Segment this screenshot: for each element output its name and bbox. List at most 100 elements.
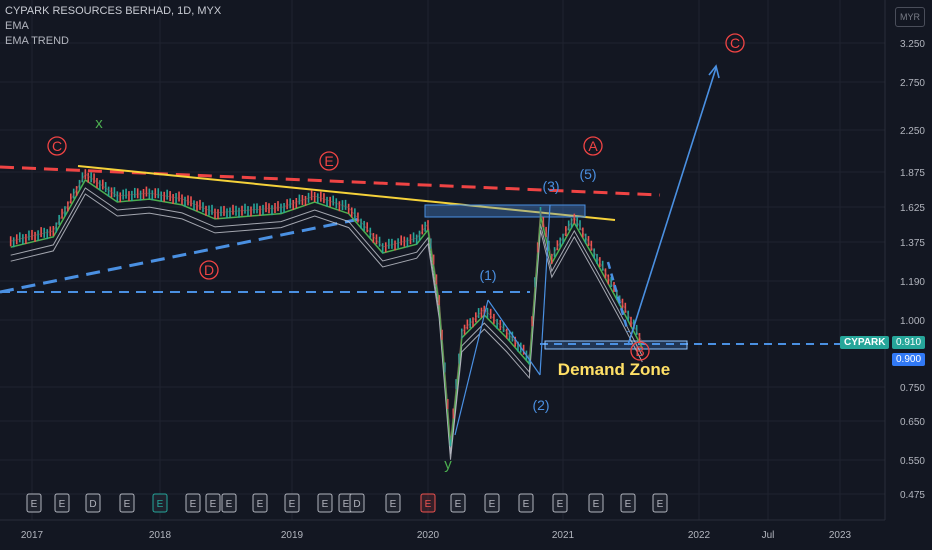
wave-label-circle (630, 341, 650, 361)
wave-label-circle (319, 151, 339, 171)
ema-trend-upper (10, 187, 643, 454)
price-tick-label: 0.550 (900, 456, 925, 467)
event-marker-label: E (455, 499, 462, 510)
price-tick-label: 2.750 (900, 78, 925, 89)
price-tick-label: 1.375 (900, 238, 925, 249)
price-tick-label: 1.000 (900, 316, 925, 327)
event-marker[interactable] (620, 493, 636, 513)
price-tick-label: 1.190 (900, 277, 925, 288)
event-marker[interactable] (450, 493, 466, 513)
wave-label-circle (725, 33, 745, 53)
resistance-zone[interactable] (424, 204, 586, 218)
event-marker[interactable] (252, 493, 268, 513)
event-marker-label: E (425, 499, 432, 510)
event-marker[interactable] (185, 493, 201, 513)
event-marker[interactable] (518, 493, 534, 513)
event-marker[interactable] (652, 493, 668, 513)
time-tick-label: 2020 (417, 530, 440, 541)
event-marker[interactable] (588, 493, 604, 513)
wave-line-3 (539, 204, 551, 376)
wave-text-label[interactable]: (1) (479, 267, 496, 283)
chart-legend: CYPARK RESOURCES BERHAD, 1D, MYX EMA EMA… (5, 4, 221, 49)
event-marker[interactable] (221, 493, 237, 513)
event-marker[interactable] (317, 493, 333, 513)
wave-text-label[interactable]: y (444, 456, 452, 473)
event-marker-label: E (523, 499, 530, 510)
event-marker-label: E (210, 499, 217, 510)
event-marker[interactable] (552, 493, 568, 513)
event-marker-label: E (226, 499, 233, 510)
wave-label-circle (583, 136, 603, 156)
wave-label-circle (199, 260, 219, 280)
event-marker[interactable] (152, 493, 168, 513)
wave-text-label[interactable]: (5) (579, 166, 596, 182)
event-marker-label: E (124, 499, 131, 510)
price-tick-label: 3.250 (900, 39, 925, 50)
wave-label-c[interactable]: C (52, 138, 62, 154)
event-marker-label: E (343, 499, 350, 510)
wave-label-b[interactable]: B (635, 343, 644, 359)
event-marker[interactable] (205, 493, 221, 513)
time-tick-label: 2023 (829, 530, 852, 541)
symbol-title: CYPARK RESOURCES BERHAD, 1D, MYX (5, 5, 222, 17)
wave-line-2 (487, 299, 541, 376)
yellow-trendline[interactable] (77, 165, 616, 221)
event-marker[interactable] (26, 493, 42, 513)
indicator-ema-trend[interactable]: EMA TREND (5, 35, 69, 47)
time-tick-label: 2021 (552, 530, 575, 541)
wave-label-d[interactable]: D (204, 262, 214, 278)
event-marker-label: E (557, 499, 564, 510)
symbol-price-tag: CYPARK (840, 336, 890, 349)
price-tick-label: 1.875 (900, 168, 925, 179)
wave-label-c[interactable]: C (730, 35, 740, 51)
last-price-tag: 0.910 (892, 336, 926, 349)
event-marker[interactable] (284, 493, 300, 513)
second-price-tag: 0.900 (892, 353, 926, 366)
event-marker[interactable] (385, 493, 401, 513)
ema-line (10, 178, 643, 446)
time-tick-label: Jul (762, 530, 775, 541)
event-marker[interactable] (349, 493, 365, 513)
wave-text-label[interactable]: (3) (542, 178, 559, 194)
price-tick-label: 0.475 (900, 490, 925, 501)
wave-label-a[interactable]: A (588, 138, 598, 154)
ema-trend-lower (10, 193, 643, 460)
red-dashed-trendline[interactable] (0, 165, 661, 197)
event-marker-label: E (593, 499, 600, 510)
wave-label-e[interactable]: E (324, 153, 333, 169)
price-tick-label: 0.750 (900, 383, 925, 394)
event-marker-label: E (390, 499, 397, 510)
event-marker-label: E (489, 499, 496, 510)
time-tick-label: 2019 (281, 530, 304, 541)
event-marker-label: E (59, 499, 66, 510)
event-marker-label: E (289, 499, 296, 510)
currency-button[interactable]: MYR (895, 7, 925, 27)
wave-text-label[interactable]: x (95, 115, 103, 132)
time-tick-label: 2022 (688, 530, 711, 541)
demand-zone-box[interactable] (544, 340, 688, 350)
time-tick-label: 2017 (21, 530, 44, 541)
event-marker-label: E (157, 499, 164, 510)
demand-zone-label[interactable]: Demand Zone (558, 360, 670, 379)
indicator-ema[interactable]: EMA (5, 20, 29, 32)
event-marker-label: E (190, 499, 197, 510)
blue-dashed-support-line[interactable] (0, 216, 366, 294)
price-tick-label: 0.650 (900, 417, 925, 428)
event-marker-label: E (657, 499, 664, 510)
wave-line-1 (454, 299, 489, 436)
event-marker-label: D (353, 499, 360, 510)
event-marker[interactable] (119, 493, 135, 513)
event-marker-label: E (257, 499, 264, 510)
event-marker[interactable] (85, 493, 101, 513)
event-marker[interactable] (54, 493, 70, 513)
event-marker-label: E (625, 499, 632, 510)
event-marker[interactable] (420, 493, 436, 513)
wave-text-label[interactable]: (2) (532, 397, 549, 413)
event-marker[interactable] (484, 493, 500, 513)
price-tick-label: 2.250 (900, 126, 925, 137)
projection-arrow-c[interactable] (627, 67, 717, 346)
price-tick-label: 1.625 (900, 203, 925, 214)
event-marker-label: E (31, 499, 38, 510)
